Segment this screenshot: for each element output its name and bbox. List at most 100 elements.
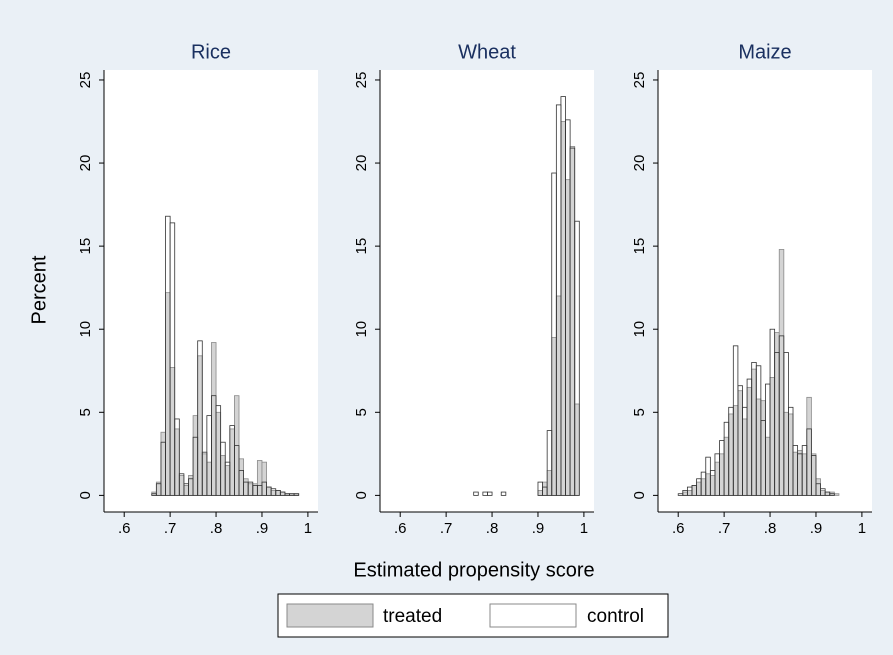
- y-tick-label: 20: [353, 155, 370, 172]
- histogram-bar: [732, 405, 739, 496]
- histogram-bar: [824, 491, 831, 496]
- legend-label: treated: [383, 606, 442, 627]
- histogram-bar: [256, 460, 263, 496]
- x-tick-label: 1: [858, 520, 866, 537]
- histogram-bar: [820, 489, 826, 496]
- y-tick-label: 25: [353, 72, 370, 89]
- histogram-bar: [220, 455, 226, 496]
- histogram-bar: [279, 491, 286, 496]
- histogram-bar: [160, 431, 166, 496]
- histogram-bar: [815, 478, 821, 496]
- plot-area: [104, 70, 318, 512]
- histogram-bar: [806, 396, 812, 496]
- histogram-bar: [500, 491, 507, 496]
- histogram-bar: [215, 411, 222, 496]
- histogram-bar: [783, 411, 789, 496]
- histogram-bar: [778, 249, 785, 496]
- histogram-bar: [211, 342, 217, 496]
- histogram-bar: [788, 413, 794, 496]
- histogram-bar: [169, 222, 176, 496]
- histogram-bar: [742, 418, 748, 496]
- histogram-bar: [551, 337, 557, 496]
- histogram-bar: [565, 179, 571, 496]
- x-axis-label: Estimated propensity score: [353, 559, 594, 581]
- y-tick-label: 0: [77, 491, 94, 499]
- histogram-bar: [165, 292, 171, 496]
- y-tick-label: 5: [353, 408, 370, 416]
- x-tick-label: 1: [580, 520, 588, 537]
- y-tick-label: 20: [77, 155, 94, 172]
- histogram-bar: [192, 415, 199, 496]
- histogram-bar: [229, 428, 235, 496]
- histogram-bar: [261, 461, 267, 496]
- histogram-bar: [560, 121, 566, 496]
- histogram-bar: [705, 473, 711, 496]
- y-tick-label: 0: [353, 491, 370, 499]
- legend-swatch: [489, 603, 577, 628]
- histogram-bar: [737, 390, 743, 496]
- histogram-bar: [719, 453, 725, 496]
- x-tick-label: .7: [164, 520, 177, 537]
- histogram-bar: [760, 400, 766, 496]
- legend-label: control: [587, 606, 644, 627]
- histogram-bar: [555, 295, 562, 496]
- histogram-bar: [247, 483, 254, 496]
- x-tick-label: .8: [486, 520, 499, 537]
- histogram-bar: [682, 491, 688, 496]
- histogram-bar: [197, 340, 203, 496]
- histogram-bar: [792, 451, 799, 496]
- histogram-bar: [755, 398, 762, 496]
- panel-title: Maize: [738, 41, 791, 63]
- x-tick-label: .8: [210, 520, 223, 537]
- x-tick-label: .6: [394, 520, 407, 537]
- histogram-bar: [810, 455, 817, 496]
- histogram-bar: [293, 493, 300, 496]
- y-tick-label: 5: [631, 408, 648, 416]
- y-tick-label: 0: [631, 491, 648, 499]
- histogram-bar: [238, 458, 245, 496]
- y-tick-label: 10: [77, 321, 94, 338]
- histogram-bar: [169, 367, 176, 496]
- y-tick-label: 10: [353, 321, 370, 338]
- x-tick-label: .6: [118, 520, 131, 537]
- y-axis-label: Percent: [28, 255, 50, 324]
- y-tick-label: 15: [631, 238, 648, 255]
- y-tick-label: 25: [77, 72, 94, 89]
- histogram-bar: [797, 450, 803, 496]
- x-tick-label: .9: [532, 520, 545, 537]
- histogram-bar: [270, 489, 277, 496]
- histogram-bar: [714, 461, 720, 496]
- histogram-bar: [829, 493, 835, 496]
- histogram-bar: [174, 428, 180, 496]
- legend-swatch: [286, 603, 374, 628]
- histogram-bar: [178, 475, 185, 496]
- histogram-bar: [574, 403, 580, 496]
- histogram-bar: [810, 453, 817, 496]
- y-tick-label: 15: [77, 238, 94, 255]
- x-tick-label: .9: [810, 520, 823, 537]
- histogram-bar: [275, 489, 281, 496]
- histogram-bar: [769, 377, 776, 496]
- histogram-bar: [723, 436, 730, 496]
- x-tick-label: .6: [672, 520, 685, 537]
- histogram-bar: [709, 475, 716, 496]
- histogram-bar: [546, 470, 553, 496]
- histogram-bar: [206, 461, 212, 496]
- histogram-bar: [774, 332, 780, 496]
- histogram-bar: [700, 478, 707, 496]
- histogram-bar: [243, 478, 249, 496]
- y-tick-label: 10: [631, 321, 648, 338]
- histogram-bar: [765, 436, 771, 496]
- histogram-bar: [174, 418, 180, 496]
- histogram-bar: [487, 491, 493, 496]
- histogram-bar: [224, 465, 231, 496]
- histogram-bar: [473, 491, 479, 496]
- histogram-bar: [266, 486, 272, 496]
- histogram-bar: [569, 146, 576, 496]
- histogram-bar: [201, 453, 208, 496]
- histogram-bar: [686, 489, 693, 496]
- histogram-bar: [183, 485, 189, 496]
- histogram-bar: [696, 481, 702, 496]
- histogram-bar: [537, 489, 543, 496]
